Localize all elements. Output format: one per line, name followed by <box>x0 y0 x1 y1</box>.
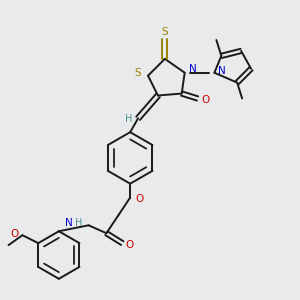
Text: H: H <box>124 114 132 124</box>
Text: S: S <box>135 68 141 78</box>
Text: H: H <box>75 218 82 228</box>
Text: S: S <box>161 27 168 37</box>
Text: O: O <box>125 240 133 250</box>
Text: O: O <box>135 194 143 203</box>
Text: O: O <box>201 95 210 106</box>
Text: N: N <box>189 64 196 74</box>
Text: N: N <box>65 218 73 228</box>
Text: O: O <box>11 229 19 239</box>
Text: N: N <box>218 66 226 76</box>
